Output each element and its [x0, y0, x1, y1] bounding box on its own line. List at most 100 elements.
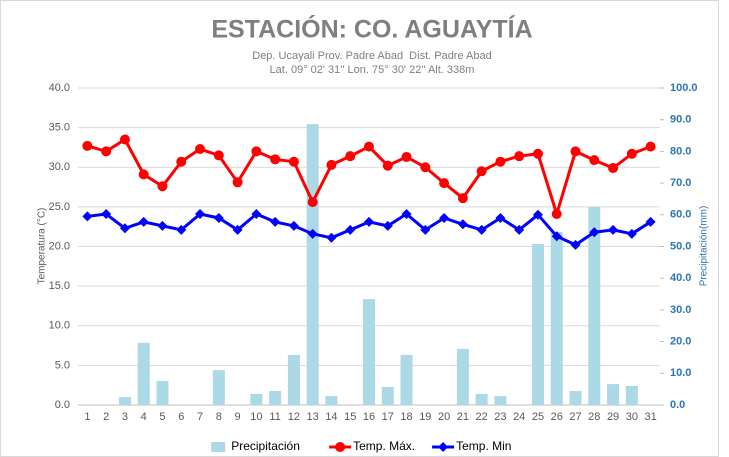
marker: [476, 224, 487, 235]
marker: [119, 134, 130, 145]
y2-tick-label: 80.0: [670, 145, 691, 157]
x-tick-label: 28: [588, 411, 600, 423]
bar: [287, 354, 300, 405]
y-tick-label: 0.0: [55, 399, 70, 411]
x-tick-label: 3: [122, 411, 128, 423]
marker: [645, 216, 656, 227]
marker: [288, 156, 299, 167]
marker: [476, 166, 487, 177]
x-tick-label: 16: [363, 411, 375, 423]
bar: [588, 206, 601, 405]
y-axis-title: Temperatura (°C): [37, 208, 48, 285]
y-tick-label: 35.0: [49, 122, 70, 134]
marker: [307, 197, 318, 208]
chart-subtitle: Dep. Ucayali Prov. Padre Abad Dist. Padr…: [252, 50, 491, 62]
marker: [326, 159, 337, 170]
marker: [551, 231, 562, 242]
y2-tick-label: 50.0: [670, 240, 691, 252]
marker: [645, 141, 656, 152]
marker: [101, 146, 112, 157]
legend-marker: [438, 442, 449, 452]
marker: [608, 163, 619, 174]
marker: [570, 239, 581, 250]
chart-subtitle: Lat. 09° 02' 31'' Lon. 75° 30' 22'' Alt.…: [270, 64, 475, 76]
x-tick-label: 25: [532, 411, 544, 423]
marker: [176, 156, 187, 167]
bar: [137, 342, 150, 405]
marker: [551, 209, 562, 220]
y2-tick-label: 90.0: [670, 114, 691, 126]
x-tick-label: 23: [494, 411, 506, 423]
marker: [439, 178, 450, 189]
marker: [345, 224, 356, 235]
x-tick-label: 1: [84, 411, 90, 423]
x-tick-label: 13: [307, 411, 319, 423]
marker: [608, 224, 619, 235]
marker: [82, 211, 93, 222]
x-tick-label: 20: [438, 411, 450, 423]
marker: [364, 141, 374, 152]
legend-label: Precipitación: [231, 439, 300, 453]
bar: [269, 391, 282, 405]
marker: [589, 227, 600, 238]
bar: [306, 124, 319, 405]
marker: [401, 209, 412, 220]
marker: [232, 224, 243, 235]
marker: [457, 193, 468, 204]
marker: [232, 177, 243, 188]
x-tick-label: 27: [569, 411, 581, 423]
x-tick-label: 30: [626, 411, 638, 423]
bar: [325, 396, 338, 405]
marker: [364, 216, 374, 227]
x-tick-label: 21: [457, 411, 469, 423]
marker: [251, 209, 262, 220]
marker: [119, 223, 130, 234]
marker: [439, 212, 450, 223]
marker: [176, 224, 187, 235]
x-tick-label: 6: [178, 411, 184, 423]
bar: [569, 391, 582, 405]
x-tick-label: 24: [513, 411, 525, 423]
marker: [270, 154, 281, 165]
marker: [532, 209, 543, 220]
y-tick-label: 10.0: [49, 320, 70, 332]
marker: [138, 216, 149, 227]
marker: [420, 224, 431, 235]
x-tick-label: 11: [269, 411, 280, 423]
marker: [514, 151, 525, 162]
marker: [345, 151, 356, 162]
bar: [118, 397, 131, 405]
marker: [626, 228, 637, 239]
bar: [400, 354, 413, 405]
x-tick-label: 22: [476, 411, 488, 423]
x-tick-label: 18: [400, 411, 412, 423]
x-tick-label: 29: [607, 411, 619, 423]
marker: [157, 181, 168, 192]
y-tick-label: 40.0: [49, 82, 70, 94]
legend-label: Temp. Máx.: [353, 439, 415, 453]
marker: [420, 162, 431, 173]
y2-tick-label: 60.0: [670, 209, 691, 221]
x-tick-label: 15: [344, 411, 356, 423]
x-tick-label: 12: [288, 411, 300, 423]
bar: [625, 385, 638, 405]
y2-tick-label: 70.0: [670, 177, 691, 189]
y2-tick-label: 0.0: [670, 399, 685, 411]
x-tick-label: 14: [325, 411, 337, 423]
x-tick-label: 4: [141, 411, 147, 423]
bar: [550, 231, 563, 405]
marker: [195, 144, 206, 155]
marker: [101, 209, 112, 220]
bar: [456, 348, 469, 405]
bar: [156, 380, 169, 405]
marker: [326, 232, 337, 243]
x-tick-label: 2: [103, 411, 109, 423]
x-tick-label: 10: [250, 411, 262, 423]
y2-tick-label: 30.0: [670, 304, 691, 316]
marker: [157, 220, 168, 231]
chart-title: ESTACIÓN: CO. AGUAYTÍA: [211, 14, 532, 44]
legend-swatch: [211, 442, 226, 452]
legend-marker: [335, 442, 346, 452]
x-tick-label: 31: [644, 411, 656, 423]
